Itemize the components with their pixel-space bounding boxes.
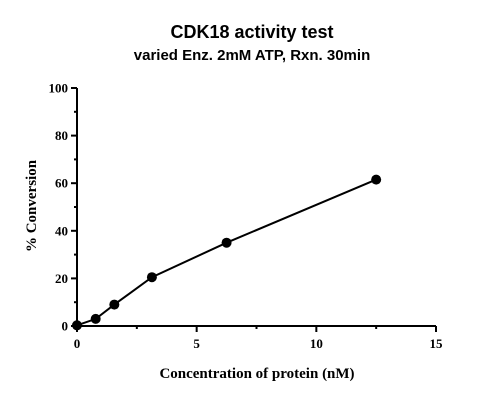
data-point — [90, 313, 101, 324]
series-line — [76, 178, 377, 327]
y-tick-label: 0 — [62, 319, 69, 334]
x-tick-label: 5 — [193, 336, 200, 351]
x-tick-label: 15 — [430, 336, 444, 351]
x-tick-label: 0 — [74, 336, 81, 351]
data-series — [72, 174, 382, 331]
data-point — [221, 237, 232, 248]
chart-subtitle: varied Enz. 2mM ATP, Rxn. 30min — [134, 47, 370, 64]
y-axis-label: % Conversion — [24, 159, 40, 252]
y-axis: 0 20 40 60 80 100 — [49, 81, 78, 334]
data-point — [72, 320, 82, 331]
x-axis: 0 5 10 15 — [74, 325, 444, 351]
data-point — [146, 272, 157, 283]
chart-title: CDK18 activity test — [170, 22, 333, 42]
y-tick-label: 80 — [55, 128, 68, 143]
x-axis-label: Concentration of protein (nM) — [159, 366, 354, 382]
data-point — [371, 174, 382, 185]
y-tick-label: 100 — [49, 81, 69, 96]
y-tick-label: 20 — [55, 271, 68, 286]
y-tick-label: 40 — [55, 223, 68, 238]
x-tick-label: 10 — [310, 336, 323, 351]
data-point — [109, 299, 120, 310]
y-tick-label: 60 — [55, 176, 68, 191]
